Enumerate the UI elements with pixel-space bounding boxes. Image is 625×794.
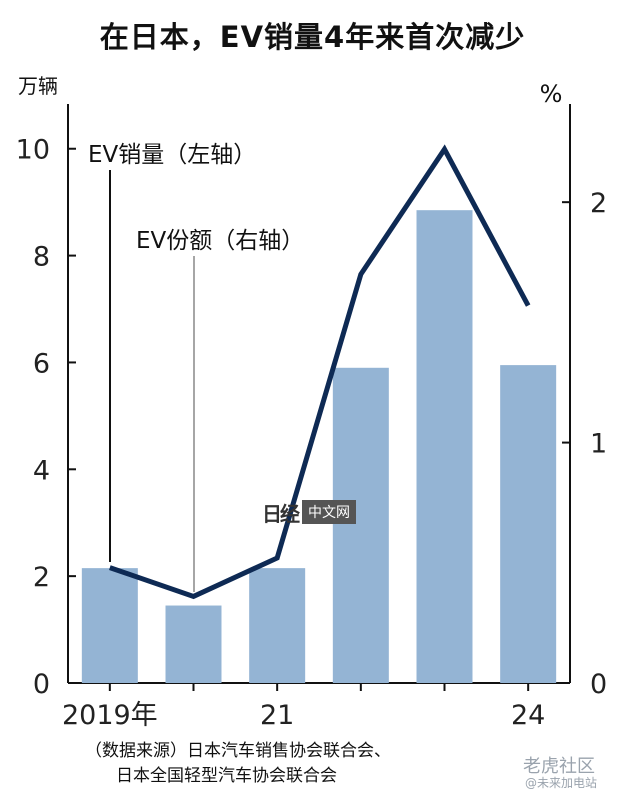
right-axis-unit: % [540, 80, 563, 108]
bar-2020 [165, 605, 222, 683]
bar-2021 [249, 568, 306, 683]
left-tick-label: 6 [33, 348, 50, 379]
left-tick-label: 0 [33, 669, 50, 700]
bar-2022 [332, 367, 389, 683]
right-tick-label: 0 [590, 669, 607, 700]
left-tick-label: 4 [33, 455, 50, 486]
right-tick-label: 2 [590, 188, 607, 219]
left-tick-label: 2 [33, 562, 50, 593]
x-tick-label: 2019年 [62, 700, 158, 731]
left-tick-label: 8 [33, 242, 50, 273]
left-tick-label: 10 [16, 135, 50, 166]
bar-2023 [416, 210, 473, 684]
left-axis-unit: 万辆 [18, 74, 58, 98]
nikkei-watermark: 日经 中文网 [262, 500, 356, 526]
bar-2024 [500, 365, 557, 683]
chart-title: 在日本，EV销量4年来首次减少 [99, 20, 526, 54]
watermark-badge: 中文网 [302, 500, 356, 524]
annotation-ev-share: EV份额（右轴） [136, 228, 304, 254]
source-line-1: （数据来源）日本汽车销售协会联合会、 [85, 741, 391, 761]
watermark-logo: 日经 [262, 501, 300, 526]
corner-mark-2: @未来加电站 [524, 776, 597, 790]
x-tick-label: 24 [511, 700, 545, 731]
share-line [109, 144, 531, 600]
annotation-ev-sales: EV销量（左轴） [88, 142, 256, 168]
x-tick-label: 21 [260, 700, 294, 731]
bar-2019 [81, 568, 138, 683]
corner-mark-1: 老虎社区 [523, 756, 595, 777]
source-line-2: 日本全国轻型汽车协会联合会 [116, 766, 337, 786]
right-tick-label: 1 [590, 429, 607, 460]
